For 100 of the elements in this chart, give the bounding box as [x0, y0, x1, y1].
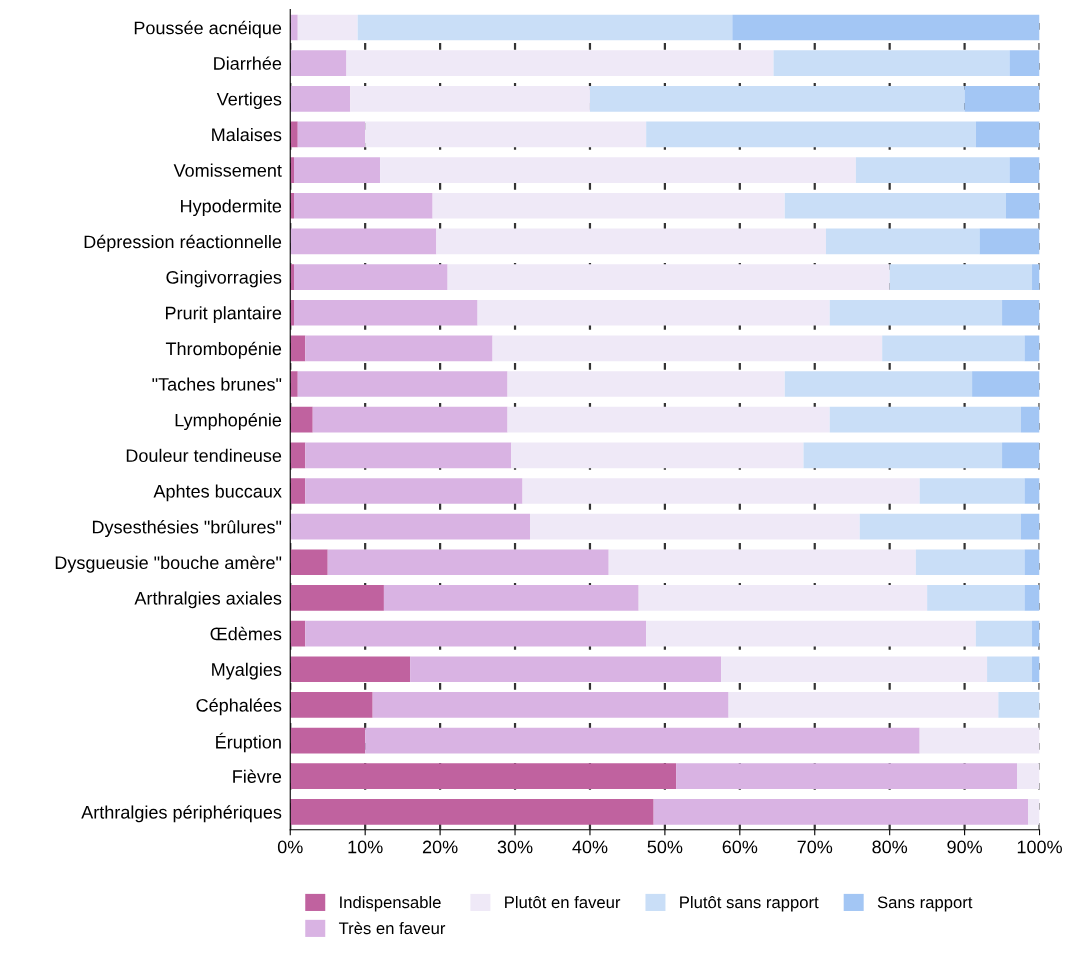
bar	[646, 620, 976, 647]
bar	[919, 478, 1025, 504]
bar	[975, 121, 1040, 148]
bar	[380, 157, 856, 183]
legend-label: Sans rapport	[877, 896, 973, 912]
bar	[290, 442, 306, 469]
bar	[889, 264, 1033, 290]
bar	[290, 228, 437, 255]
bar	[447, 264, 890, 290]
bar	[297, 371, 508, 397]
bar	[492, 335, 883, 362]
x-tick-label: 20%	[422, 840, 458, 854]
bar	[1024, 549, 1040, 576]
y-tick-label: Dysesthésies "brûlures"	[92, 519, 282, 538]
bar	[290, 371, 298, 397]
y-tick-label: Lymphopénie	[175, 413, 282, 431]
y-tick-label: Céphalées	[196, 698, 282, 716]
bar	[290, 763, 677, 790]
bar	[290, 549, 328, 576]
bar	[1020, 406, 1040, 433]
bar	[290, 478, 306, 504]
bar	[784, 371, 973, 397]
legend-label: Très en faveur	[338, 921, 446, 935]
bar	[350, 85, 590, 112]
bar	[987, 656, 1033, 683]
bar	[653, 799, 1029, 825]
bar	[1028, 799, 1040, 825]
bar	[972, 371, 1040, 397]
y-tick-label: Éruption	[216, 732, 281, 753]
bar	[522, 478, 920, 504]
y-tick-label: Dépression réactionnelle	[84, 234, 282, 252]
bar	[305, 620, 647, 647]
legend-label: Indispensable	[340, 895, 441, 912]
bar	[432, 192, 785, 219]
bar	[507, 371, 785, 397]
y-tick-label: Fièvre	[233, 769, 282, 783]
bar	[829, 406, 1021, 433]
bar	[638, 585, 928, 611]
x-tick-label: 80%	[872, 840, 908, 854]
y-tick-label: Douleur tendineuse	[126, 448, 282, 463]
x-tick-label: 40%	[572, 840, 608, 854]
bar	[773, 50, 1010, 76]
bar	[882, 335, 1025, 362]
y-tick-label: Hypodermite	[181, 199, 282, 217]
bar	[1002, 299, 1040, 326]
bar	[646, 121, 976, 148]
bar	[530, 513, 860, 540]
bar	[1032, 264, 1040, 290]
bar	[290, 692, 373, 718]
y-tick-label: Œdèmes	[210, 626, 282, 641]
bar	[290, 14, 298, 41]
bar	[297, 121, 366, 148]
bar	[290, 513, 531, 540]
bar	[1024, 335, 1040, 362]
bar	[676, 763, 1018, 790]
legend-label: Plutôt en faveur	[505, 895, 621, 909]
bar	[859, 513, 1021, 540]
bar	[1032, 656, 1040, 683]
x-tick-label: 50%	[647, 840, 683, 854]
bar	[915, 549, 1025, 576]
bar	[294, 192, 433, 219]
bar	[290, 620, 306, 647]
bar	[979, 228, 1040, 255]
bar	[825, 228, 980, 255]
x-tick-label: 0%	[277, 840, 303, 854]
x-tick-label: 60%	[722, 840, 758, 854]
y-tick-label: Vomissement	[173, 163, 282, 177]
x-tick-label: 70%	[797, 840, 833, 854]
y-tick-label: Arthralgies axiales	[134, 591, 282, 609]
x-tick-label: 30%	[497, 840, 533, 854]
bar	[290, 85, 351, 112]
bar	[829, 299, 1003, 326]
bar	[732, 14, 1040, 41]
bar	[1017, 763, 1040, 790]
bar	[1024, 478, 1040, 504]
bar	[803, 442, 1003, 469]
bar	[410, 656, 722, 683]
bar	[1032, 620, 1040, 647]
y-tick-label: Prurit plantaire	[165, 306, 282, 324]
bar	[855, 157, 1010, 183]
y-tick-label: Vertiges	[216, 92, 282, 110]
bar	[346, 50, 774, 76]
bar	[721, 656, 988, 683]
bar	[290, 727, 366, 754]
x-tick-label: 90%	[947, 840, 983, 854]
bar	[1020, 513, 1040, 540]
bar	[290, 121, 298, 148]
y-tick-label: Poussée acnéique	[134, 20, 282, 38]
bar	[964, 85, 1040, 112]
y-tick-label: "Taches brunes"	[152, 377, 282, 391]
bar	[305, 335, 493, 362]
y-tick-label: Aphtes buccaux	[153, 484, 282, 502]
bar	[312, 406, 508, 433]
bar	[1009, 50, 1040, 76]
bar	[290, 799, 654, 825]
bar	[294, 157, 381, 183]
y-tick-label: Malaises	[212, 127, 282, 142]
legend-label: Plutôt sans rapport	[680, 895, 819, 912]
bar	[290, 585, 384, 611]
bar	[290, 50, 347, 76]
